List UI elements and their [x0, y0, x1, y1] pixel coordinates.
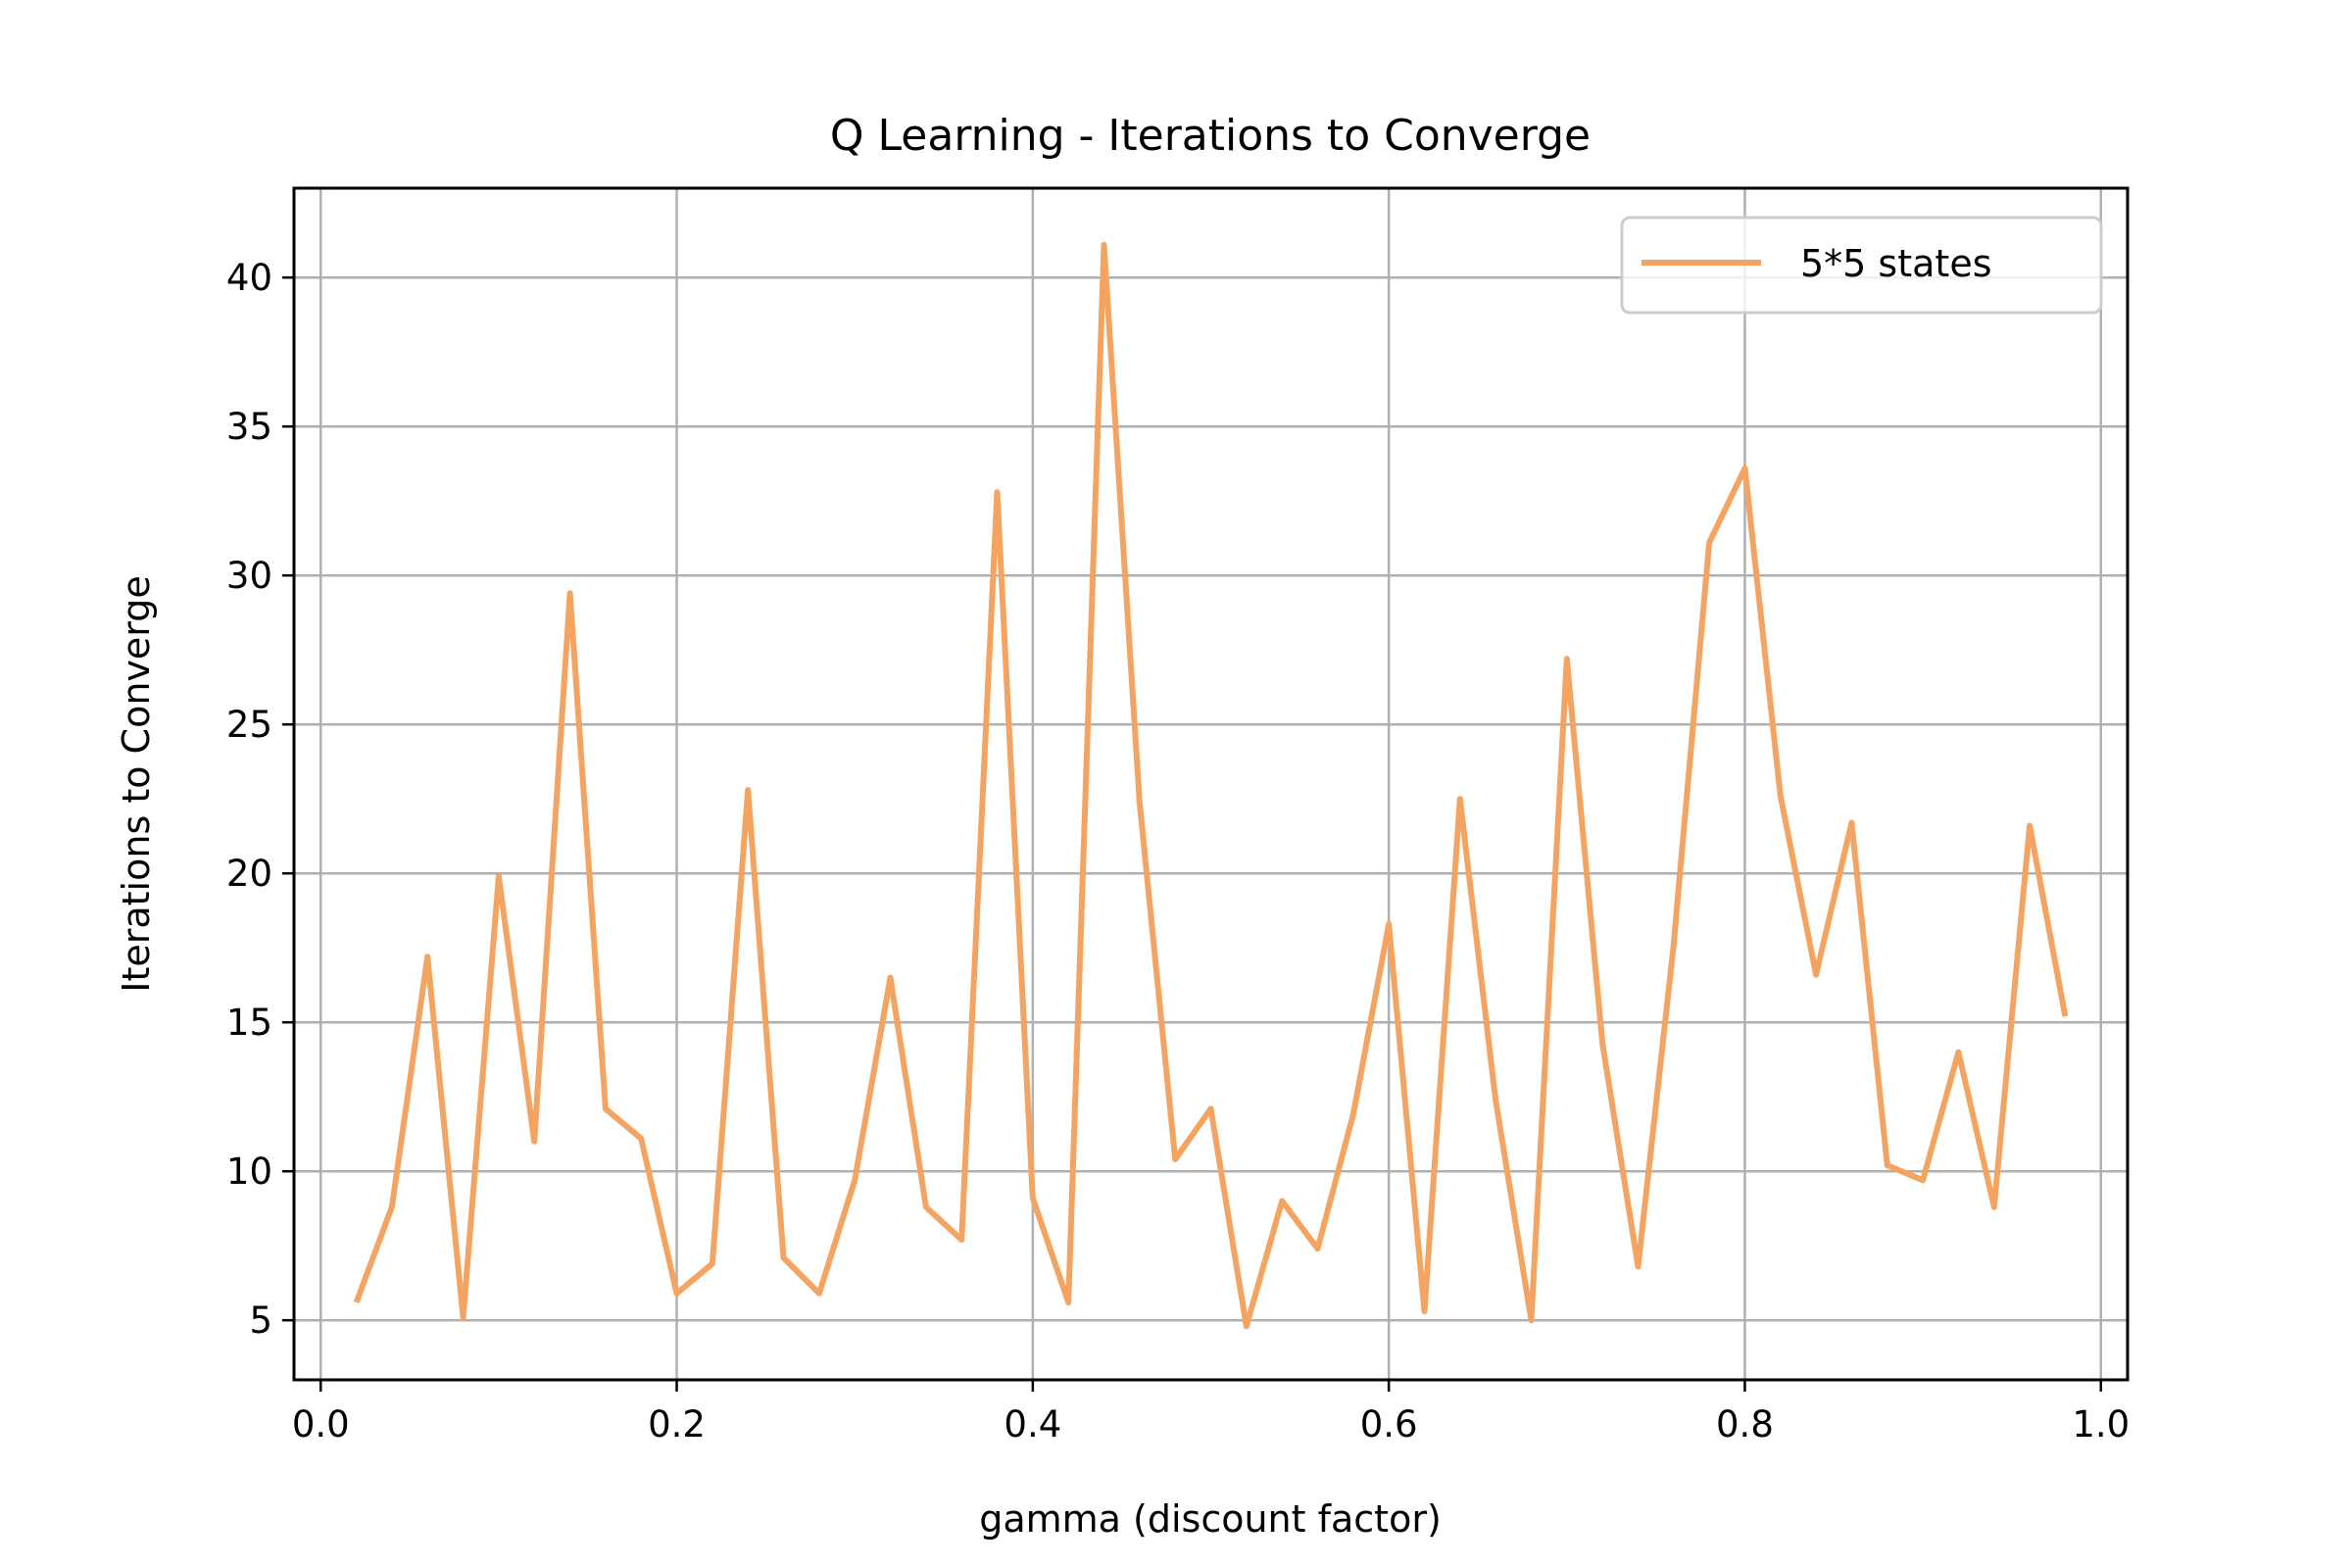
y-tick-label: 40	[226, 257, 272, 299]
x-tick-label: 0.4	[1004, 1403, 1061, 1446]
y-tick-label: 5	[249, 1299, 272, 1342]
legend: 5*5 states	[1620, 216, 2103, 315]
y-axis-label: Iterations to Converge	[115, 575, 158, 992]
grid-lines	[294, 188, 2128, 1380]
x-axis-label: gamma (discount factor)	[979, 1497, 1442, 1541]
x-tick-label: 0.8	[1716, 1403, 1774, 1446]
x-tick-label: 0.6	[1360, 1403, 1418, 1446]
y-tick-label: 15	[226, 1002, 272, 1044]
chart-title: Q Learning - Iterations to Converge	[830, 111, 1591, 161]
y-tick-label: 10	[226, 1151, 272, 1193]
x-axis-ticks: 0.0 0.2 0.4 0.6 0.8 1.0	[292, 1380, 2130, 1446]
x-tick-label: 0.0	[292, 1403, 350, 1446]
y-axis-ticks: 5 10 15 20 25 30 35 40	[226, 257, 294, 1342]
series-line-5x5-states	[353, 241, 2069, 1330]
y-tick-label: 35	[226, 406, 272, 448]
y-tick-label: 30	[226, 555, 272, 597]
x-tick-label: 0.2	[648, 1403, 706, 1446]
plot-area-frame	[292, 186, 2130, 1382]
legend-box	[1620, 216, 2103, 315]
y-tick-label: 25	[226, 704, 272, 746]
x-tick-label: 1.0	[2072, 1403, 2130, 1446]
legend-label: 5*5 states	[1800, 242, 1992, 285]
y-tick-label: 20	[226, 853, 272, 895]
